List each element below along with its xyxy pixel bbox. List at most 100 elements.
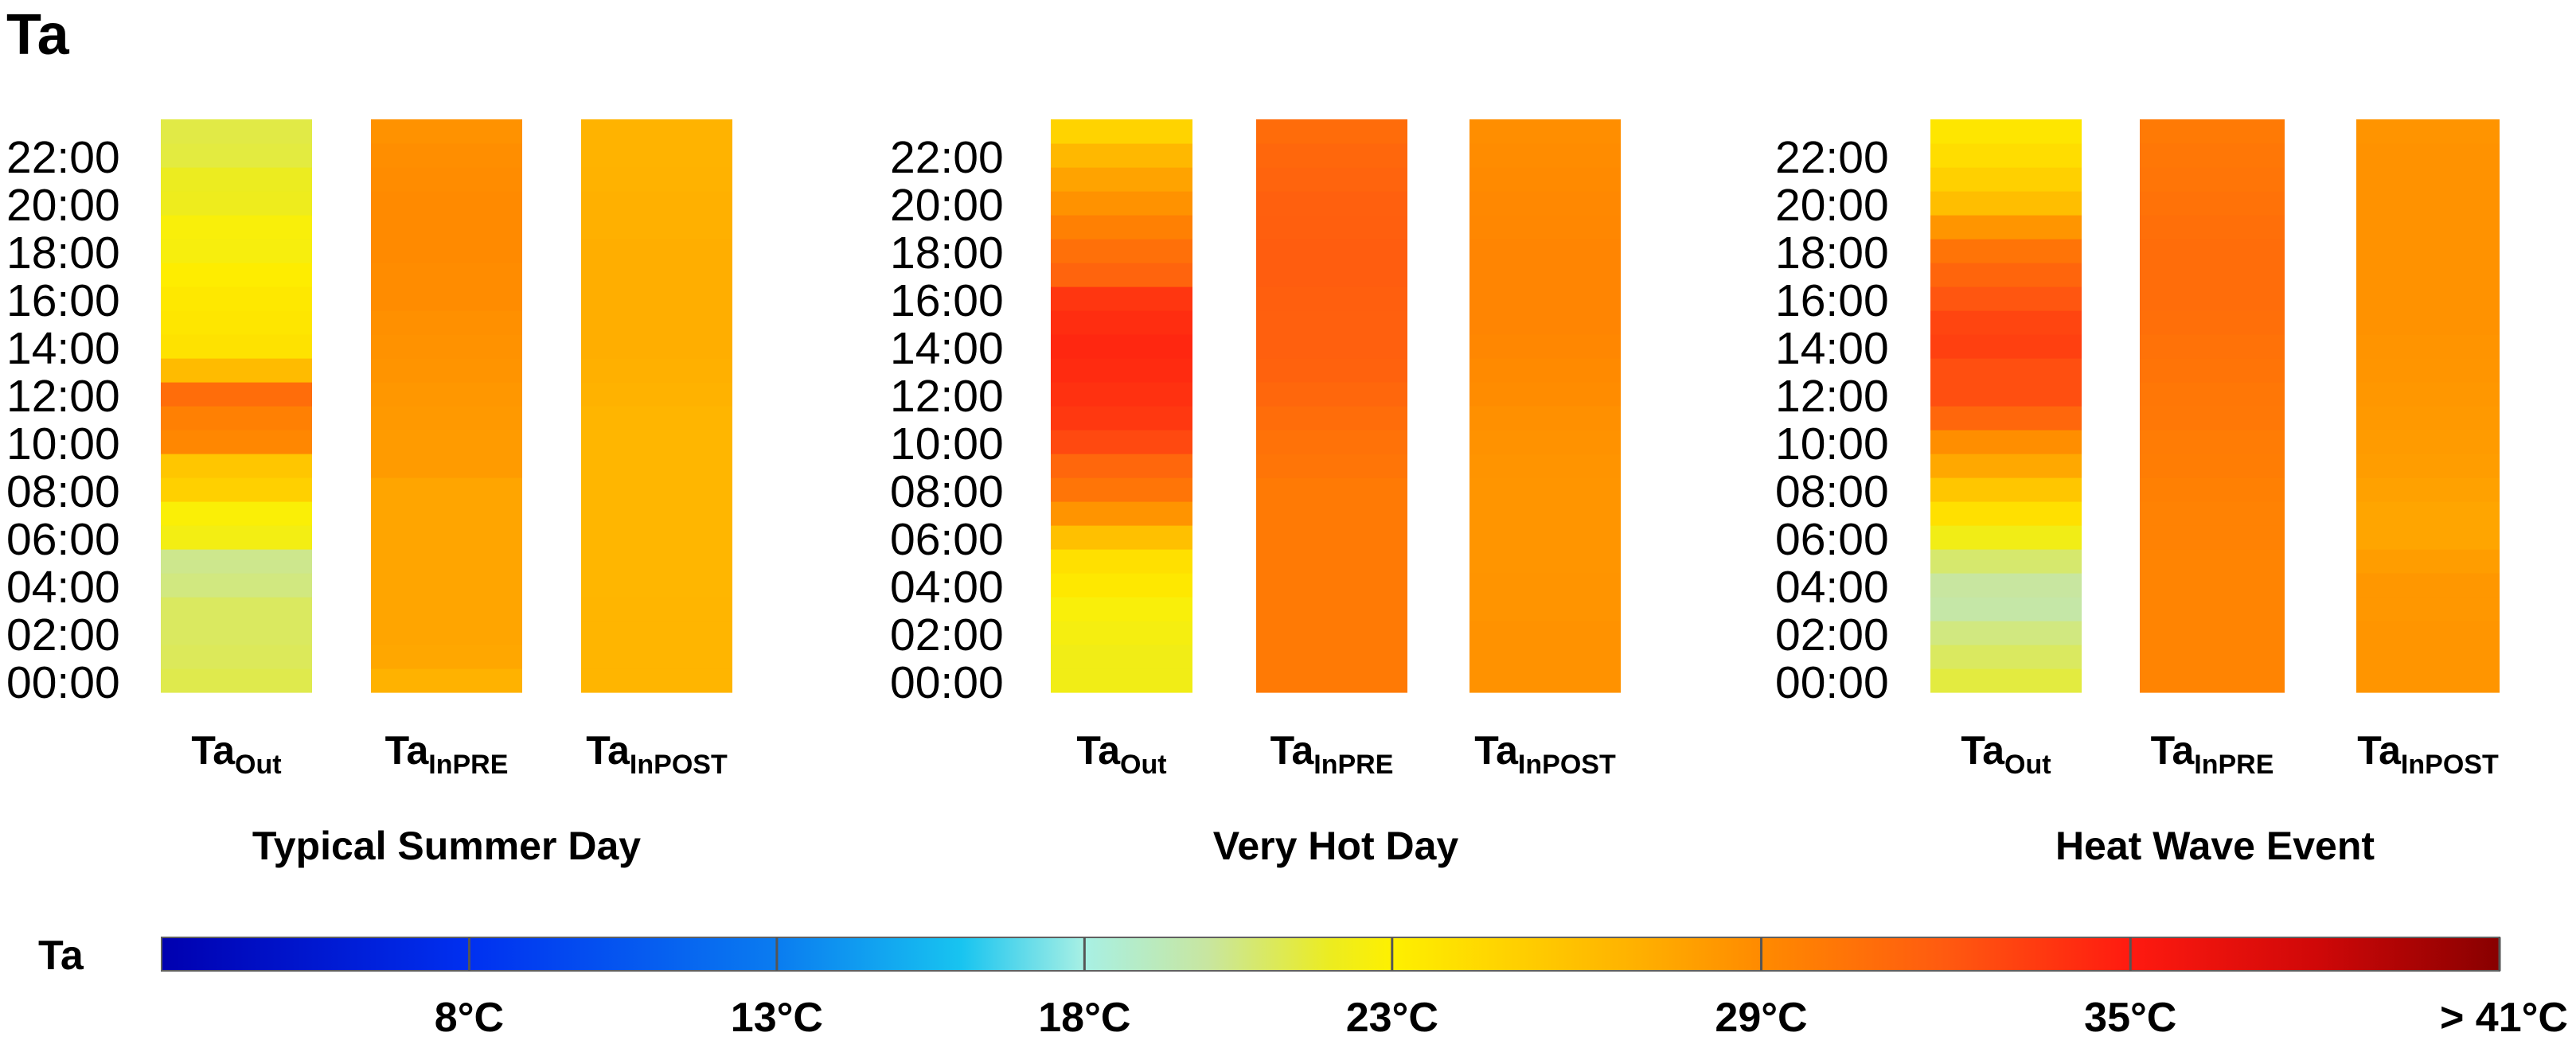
heatmap-cell: [1930, 119, 2082, 144]
heatmap-cell: [1256, 430, 1407, 454]
heatmap-cell: [161, 501, 312, 526]
heatmap-column: [2140, 119, 2285, 693]
y-tick-label: 00:00: [6, 657, 120, 708]
heatmap-cell: [2140, 430, 2285, 454]
heatmap-cell: [2140, 668, 2285, 693]
heatmap-cell: [1256, 119, 1407, 144]
heatmap-cell: [1930, 501, 2082, 526]
heatmap-cell: [2140, 167, 2285, 192]
heatmap-cell: [1930, 573, 2082, 598]
heatmap-cell: [1256, 382, 1407, 407]
heatmap-cell: [581, 167, 732, 192]
heatmap-cell: [2140, 454, 2285, 478]
heatmap-cell: [2356, 215, 2500, 240]
y-tick-label: 04:00: [1775, 562, 1889, 613]
heatmap-cell: [161, 525, 312, 550]
heatmap-cell: [1256, 334, 1407, 359]
heatmap-cell: [1051, 286, 1192, 311]
column-label: TaInPRE: [2151, 728, 2274, 780]
heatmap-cell: [1051, 430, 1192, 454]
y-tick-label: 22:00: [1775, 132, 1889, 183]
y-tick-label: 06:00: [6, 514, 120, 565]
heatmap-cell: [1930, 334, 2082, 359]
panel: 00:0002:0004:0006:0008:0010:0012:0014:00…: [890, 119, 1621, 868]
heatmap-cell: [1256, 143, 1407, 168]
column-label: TaOut: [191, 728, 281, 780]
heatmap-cell: [1256, 621, 1407, 645]
heatmap-cell: [371, 621, 522, 645]
heatmap-cell: [1051, 191, 1192, 216]
heatmap-cell: [2356, 334, 2500, 359]
heatmap-cell: [1469, 358, 1621, 383]
heatmap-cell: [2140, 573, 2285, 598]
heatmap-cell: [1256, 406, 1407, 430]
heatmap-cell: [161, 621, 312, 645]
heatmap-cell: [2356, 358, 2500, 383]
panels: 00:0002:0004:0006:0008:0010:0012:0014:00…: [6, 119, 2500, 868]
heatmap-cell: [371, 525, 522, 550]
heatmap-cell: [371, 477, 522, 502]
colorbar: Ta 8°C 13°C 18°C 23°C 29°C 35°C > 41°C: [38, 933, 2568, 1041]
colorbar-tick-label: 35°C: [2084, 995, 2176, 1041]
heatmap-cell: [371, 143, 522, 168]
y-tick-label: 16:00: [6, 275, 120, 326]
heatmap-cell: [161, 573, 312, 598]
colorbar-label: Ta: [38, 933, 84, 979]
heatmap-cell: [371, 286, 522, 311]
heatmap-cell: [2356, 286, 2500, 311]
heatmap-cell: [581, 143, 732, 168]
panel: 00:0002:0004:0006:0008:0010:0012:0014:00…: [1775, 119, 2500, 868]
heatmap-cell: [1256, 573, 1407, 598]
heatmap-cell: [161, 215, 312, 240]
colorbar-tick-label: 29°C: [1715, 995, 1807, 1041]
heatmap-cell: [2140, 263, 2285, 287]
heatmap-cell: [1051, 263, 1192, 287]
heatmap-cell: [1469, 668, 1621, 693]
panel-title: Heat Wave Event: [2055, 824, 2375, 868]
heatmap-cell: [1051, 477, 1192, 502]
heatmap-cell: [1930, 406, 2082, 430]
heatmap-cell: [1930, 239, 2082, 263]
heatmap-cell: [1469, 263, 1621, 287]
heatmap-column: [1256, 119, 1407, 693]
heatmap-cell: [1051, 358, 1192, 383]
heatmap-cell: [2356, 477, 2500, 502]
heatmap-cell: [371, 573, 522, 598]
colorbar-tick-label: > 41°C: [2440, 995, 2568, 1041]
heatmap-cell: [1469, 334, 1621, 359]
heatmap-cell: [2140, 406, 2285, 430]
heatmap-cell: [371, 406, 522, 430]
heatmap-cell: [1930, 645, 2082, 669]
heatmap-cell: [2140, 525, 2285, 550]
heatmap-cell: [1930, 430, 2082, 454]
heatmap-cell: [161, 430, 312, 454]
heatmap-cell: [581, 477, 732, 502]
heatmap-cell: [161, 549, 312, 574]
heatmap-cell: [1469, 549, 1621, 574]
heatmap-cell: [1469, 501, 1621, 526]
heatmap-cell: [1051, 382, 1192, 407]
heatmap-cell: [1256, 477, 1407, 502]
heatmap-cell: [2140, 477, 2285, 502]
heatmap-cell: [371, 215, 522, 240]
heatmap-cell: [581, 621, 732, 645]
y-tick-label: 00:00: [890, 657, 1004, 708]
heatmap-cell: [1256, 668, 1407, 693]
heatmap-cell: [1930, 382, 2082, 407]
heatmap-cell: [1051, 143, 1192, 168]
heatmap-cell: [371, 549, 522, 574]
y-tick-label: 18:00: [6, 228, 120, 279]
figure-title: Ta: [6, 3, 70, 67]
y-tick-label: 14:00: [1775, 323, 1889, 374]
heatmap-cell: [1256, 191, 1407, 216]
heatmap-cell: [2140, 358, 2285, 383]
colorbar-tick-label: 8°C: [435, 995, 504, 1041]
heatmap-cell: [1930, 215, 2082, 240]
heatmap-cell: [371, 430, 522, 454]
heatmap-cell: [581, 430, 732, 454]
y-tick-label: 08:00: [1775, 466, 1889, 517]
heatmap-cell: [2140, 597, 2285, 621]
heatmap-cell: [1930, 454, 2082, 478]
heatmap-cell: [1051, 668, 1192, 693]
y-tick-label: 02:00: [890, 610, 1004, 660]
